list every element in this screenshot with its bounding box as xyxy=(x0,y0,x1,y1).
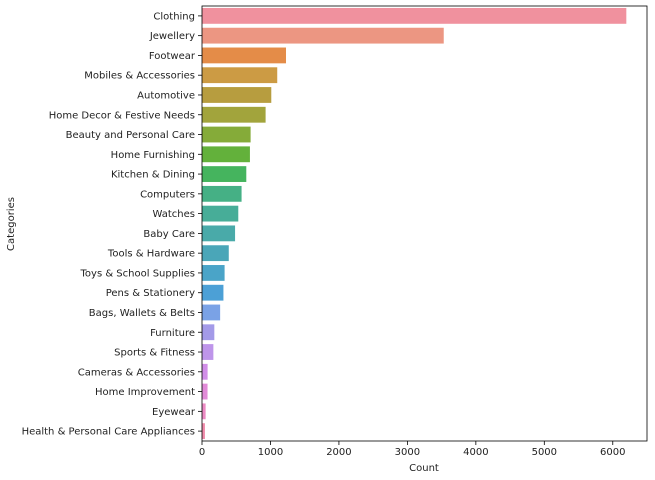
y-tick-label: Sports & Fitness xyxy=(114,348,195,359)
y-tick-label: Automotive xyxy=(137,90,195,101)
x-tick-label: 6000 xyxy=(600,447,625,458)
bar-15 xyxy=(202,304,221,321)
y-axis-title: Categories xyxy=(6,197,17,251)
x-tick-label: 1000 xyxy=(258,447,283,458)
bar-2 xyxy=(202,47,287,64)
bar-20 xyxy=(202,403,206,420)
y-tick-label: Jewellery xyxy=(149,31,195,42)
y-tick-label: Computers xyxy=(140,189,195,200)
bar-13 xyxy=(202,265,225,281)
bar-21 xyxy=(202,423,205,440)
bar-17 xyxy=(202,344,214,360)
x-tick-label: 4000 xyxy=(463,447,488,458)
x-axis-title: Count xyxy=(409,463,439,474)
y-tick-label: Pens & Stationery xyxy=(106,288,195,299)
y-tick-label: Toys & School Supplies xyxy=(80,268,196,279)
bar-0 xyxy=(202,7,627,24)
bar-11 xyxy=(202,225,236,242)
y-tick-label: Clothing xyxy=(153,11,195,22)
bar-3 xyxy=(202,67,278,84)
y-tick-label: Home Decor & Festive Needs xyxy=(49,110,195,121)
y-tick-label: Eyewear xyxy=(152,407,196,418)
bar-8 xyxy=(202,166,247,182)
bar-10 xyxy=(202,205,239,222)
y-tick-label: Baby Care xyxy=(143,229,195,240)
y-tick-label: Home Improvement xyxy=(95,387,195,398)
x-tick-label: 0 xyxy=(199,447,205,458)
bar-1 xyxy=(202,27,444,44)
x-tick-label: 5000 xyxy=(532,447,557,458)
bar-7 xyxy=(202,146,250,163)
plot-area: Clothing Jewellery Footwear Mobiles & Acces… xyxy=(22,7,627,458)
y-tick-label: Footwear xyxy=(149,51,196,62)
bar-14 xyxy=(202,284,224,301)
bar-16 xyxy=(202,324,215,341)
y-tick-label: Bags, Wallets & Belts xyxy=(89,308,195,319)
bar-4 xyxy=(202,87,272,103)
y-tick-label: Cameras & Accessories xyxy=(78,367,195,378)
bar-18 xyxy=(202,363,208,380)
bar-6 xyxy=(202,126,251,143)
bar-12 xyxy=(202,245,229,262)
y-tick-label: Beauty and Personal Care xyxy=(66,130,195,141)
plot-frame xyxy=(201,5,648,442)
y-tick-label: Kitchen & Dining xyxy=(111,170,195,181)
bar-5 xyxy=(202,106,266,123)
y-tick-label: Health & Personal Care Appliances xyxy=(22,427,195,438)
bar-9 xyxy=(202,185,242,202)
x-tick-label: 2000 xyxy=(326,447,351,458)
x-tick-label: 3000 xyxy=(395,447,420,458)
y-tick-label: Furniture xyxy=(150,328,195,339)
y-tick-label: Mobiles & Accessories xyxy=(84,71,195,82)
bar-19 xyxy=(202,383,208,400)
y-tick-label: Watches xyxy=(153,209,196,220)
y-tick-label: Tools & Hardware xyxy=(107,249,195,260)
y-tick-label: Home Furnishing xyxy=(111,150,195,161)
